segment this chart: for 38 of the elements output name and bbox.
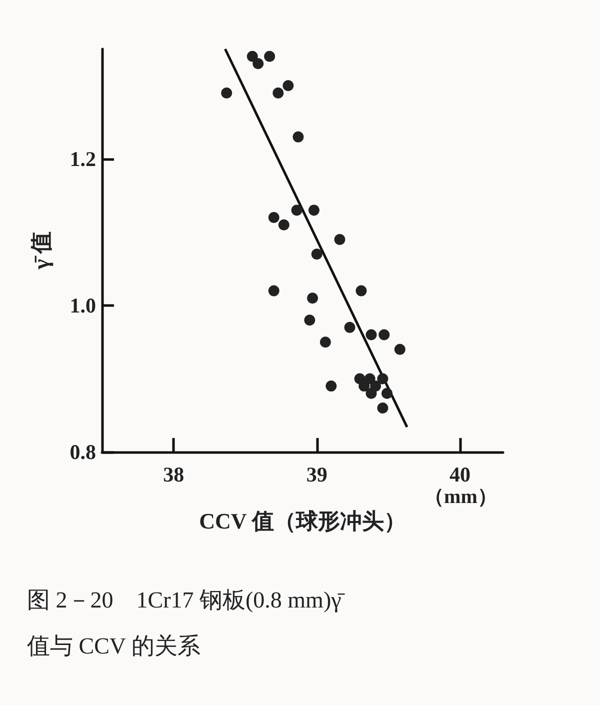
x-tick-label: 40 bbox=[450, 462, 471, 486]
point bbox=[320, 336, 331, 348]
point bbox=[304, 314, 316, 326]
point bbox=[291, 204, 302, 216]
point bbox=[382, 388, 392, 399]
y-tick-label: 1.2 bbox=[70, 146, 96, 171]
text: （mm） bbox=[424, 486, 498, 508]
point bbox=[311, 248, 322, 260]
y-axis-title: γ̄ 值 bbox=[28, 232, 54, 270]
y-tick-label: 0.8 bbox=[70, 440, 96, 464]
point bbox=[308, 204, 320, 216]
point bbox=[278, 219, 290, 230]
point bbox=[272, 87, 284, 98]
point bbox=[268, 212, 280, 224]
x-tick-label: 39 bbox=[306, 462, 328, 486]
point bbox=[307, 292, 318, 304]
point bbox=[377, 373, 388, 384]
point bbox=[326, 380, 337, 392]
text: 图 2－20 1Cr17 钢板(0.8 mm)γ̄ 值与 CCV 的关系 bbox=[27, 588, 346, 658]
point bbox=[334, 234, 346, 246]
point bbox=[246, 50, 258, 62]
point bbox=[366, 388, 377, 399]
point bbox=[377, 402, 388, 414]
point bbox=[358, 380, 370, 392]
point bbox=[252, 58, 264, 70]
point bbox=[221, 87, 232, 98]
y-tick-label: 1.0 bbox=[70, 293, 96, 318]
point bbox=[344, 322, 356, 333]
point bbox=[356, 285, 367, 296]
point bbox=[268, 285, 280, 296]
point bbox=[282, 80, 294, 92]
point bbox=[366, 329, 377, 340]
point bbox=[378, 329, 390, 340]
x-axis-title: CCV 值（球形冲头） bbox=[199, 508, 406, 534]
point bbox=[292, 131, 304, 142]
x-tick-label: 38 bbox=[163, 462, 184, 486]
point bbox=[264, 50, 276, 62]
point bbox=[394, 344, 406, 355]
